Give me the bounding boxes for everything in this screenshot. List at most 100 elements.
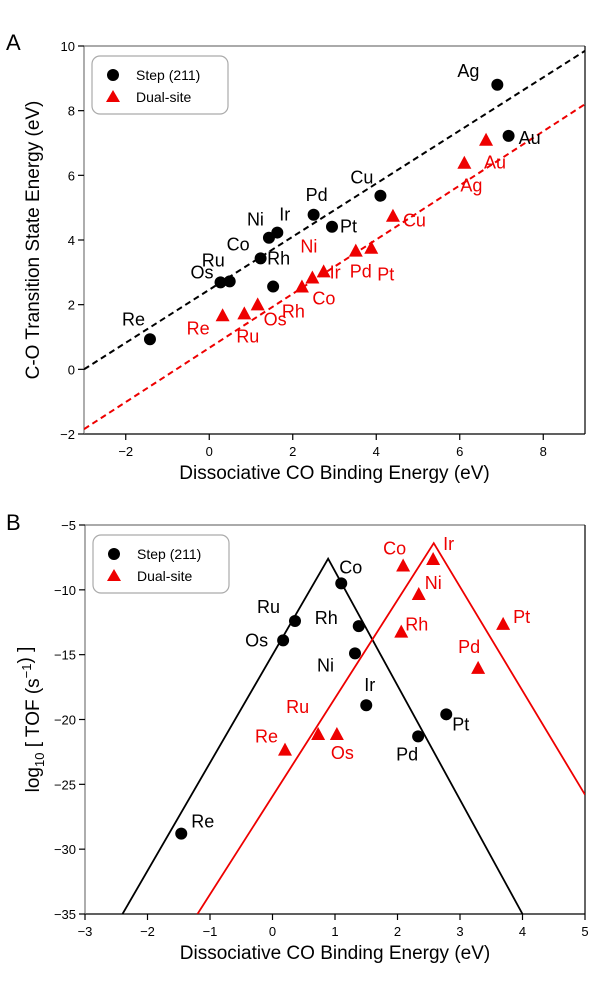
x-tick-label: 2 [394,924,401,939]
data-point-circle [440,708,453,721]
y-tick-label: −20 [54,713,76,728]
data-point-circle [360,699,373,712]
x-tick-label: 4 [373,444,380,459]
data-point-triangle [294,279,309,293]
data-point-circle [491,78,504,91]
x-tick-label: 0 [206,444,213,459]
data-point-triangle [305,270,320,284]
x-tick-label: 4 [519,924,526,939]
data-point-circle [352,620,365,633]
data-label: Pt [452,714,469,734]
data-point-circle [267,280,280,293]
data-label: Os [264,309,287,329]
data-label: Pd [396,744,418,764]
data-point-triangle [329,727,344,741]
x-tick-label: −1 [203,924,218,939]
data-label: Ni [300,236,317,256]
data-label: Ni [425,573,442,593]
data-point-triangle [479,132,494,146]
data-label: Rh [267,249,290,269]
data-label: Ni [247,210,264,230]
data-label: Ag [460,176,482,196]
x-tick-label: 2 [289,444,296,459]
y-tick-label: 2 [68,298,75,313]
data-label: Ru [286,697,309,717]
x-tick-label: −3 [78,924,93,939]
data-point-circle [349,647,361,660]
data-label: Pd [306,185,328,205]
data-point-triangle [316,264,331,278]
data-label: Ni [317,655,334,675]
y-axis-title-part: [ TOF (s [23,678,44,747]
data-point-circle [307,208,320,221]
data-label: Os [245,630,268,650]
y-axis-title-part: log [23,767,44,792]
data-point-circle [277,634,290,647]
x-tick-label: 1 [331,924,338,939]
legend-label: Step (211) [137,546,201,562]
x-tick-label: 8 [540,444,547,459]
data-point-triangle [457,155,472,169]
x-tick-label: 5 [581,924,588,939]
y-axis-title-part: ) ] [15,647,36,664]
data-point-circle [374,189,387,202]
data-label: Re [122,309,145,329]
data-point-circle [223,275,236,288]
x-axis-title: Dissociative CO Binding Energy (eV) [179,463,489,484]
data-point-triangle [471,660,486,674]
data-label: Ag [457,61,479,81]
data-point-circle [175,827,188,840]
y-tick-label: −10 [54,583,76,598]
data-label: Co [227,234,250,254]
data-label: Ir [443,534,454,554]
data-point-circle [502,129,515,142]
data-label: Ir [279,205,290,225]
data-label: Cu [350,168,373,188]
data-point-triangle [411,587,426,601]
data-label: Co [312,288,335,308]
data-label: Cu [403,211,426,231]
volcano-line [121,556,524,914]
data-label: Ru [236,326,259,346]
panel-letter: B [6,510,21,535]
legend-label: Dual-site [136,89,191,105]
data-label: Re [255,727,278,747]
legend-marker-triangle [106,90,120,102]
data-label: Ru [202,250,225,270]
data-point-triangle [278,742,292,756]
y-tick-label: −5 [61,518,76,533]
data-point-circle [254,252,267,265]
y-axis-title-part: 10 [32,753,47,767]
data-point-circle [289,614,301,627]
data-label: Co [383,538,406,558]
data-label: Au [484,153,506,173]
panel-a: A −2 0 2 4 6 8 −2 0 2 4 6 8 10 Dissociative CO Binding… [6,30,586,484]
x-tick-label: 6 [456,444,463,459]
y-tick-label: −15 [54,648,76,663]
data-label: Rh [315,608,338,628]
y-axis-title: C-O Transition State Energy (eV) [23,101,44,380]
x-tick-label: 3 [456,924,463,939]
volcano-line [196,541,585,914]
data-point-triangle [496,616,511,630]
data-point-circle [143,333,156,346]
legend [92,534,230,594]
data-label: Os [331,743,354,763]
data-label: Rh [282,302,305,322]
data-label: Ir [330,262,341,282]
y-tick-label: −25 [54,777,76,792]
data-point-circle [412,730,425,743]
x-tick-label: −2 [140,924,155,939]
data-label: Rh [405,615,428,635]
data-label: Pt [377,265,394,285]
y-tick-label: −2 [60,427,75,442]
y-axis-title-part: −1 [19,663,34,678]
data-point-triangle [237,306,252,320]
legend-marker-circle [108,548,120,560]
data-label: Os [191,262,214,282]
legend-marker-circle [107,69,119,81]
y-tick-label: 4 [68,233,75,248]
data-label: Pt [340,217,357,237]
data-label: Au [519,128,541,148]
